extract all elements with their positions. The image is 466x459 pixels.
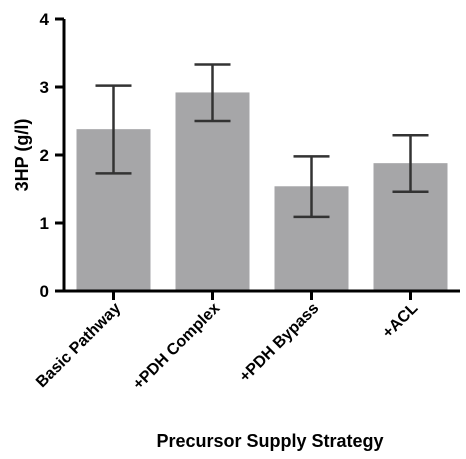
x-tick-label-1: +PDH Complex — [130, 300, 224, 394]
y-tick-label-3: 3 — [40, 78, 49, 97]
y-tick-label-2: 2 — [40, 146, 49, 165]
bars-group — [77, 92, 448, 291]
x-axis-title: Precursor Supply Strategy — [156, 431, 383, 451]
x-tick-label-2: +PDH Bypass — [236, 300, 322, 386]
y-ticks-group: 0 1 2 3 4 — [40, 10, 64, 301]
x-ticks-group: Basic Pathway +PDH Complex +PDH Bypass +ACL — [33, 291, 421, 393]
x-tick-label-3: +ACL — [379, 300, 421, 342]
y-tick-label-0: 0 — [40, 282, 49, 301]
y-tick-label-4: 4 — [40, 10, 50, 29]
x-tick-label-0: Basic Pathway — [33, 300, 124, 391]
y-axis-title: 3HP (g/l) — [12, 119, 32, 192]
y-tick-label-1: 1 — [40, 214, 49, 233]
